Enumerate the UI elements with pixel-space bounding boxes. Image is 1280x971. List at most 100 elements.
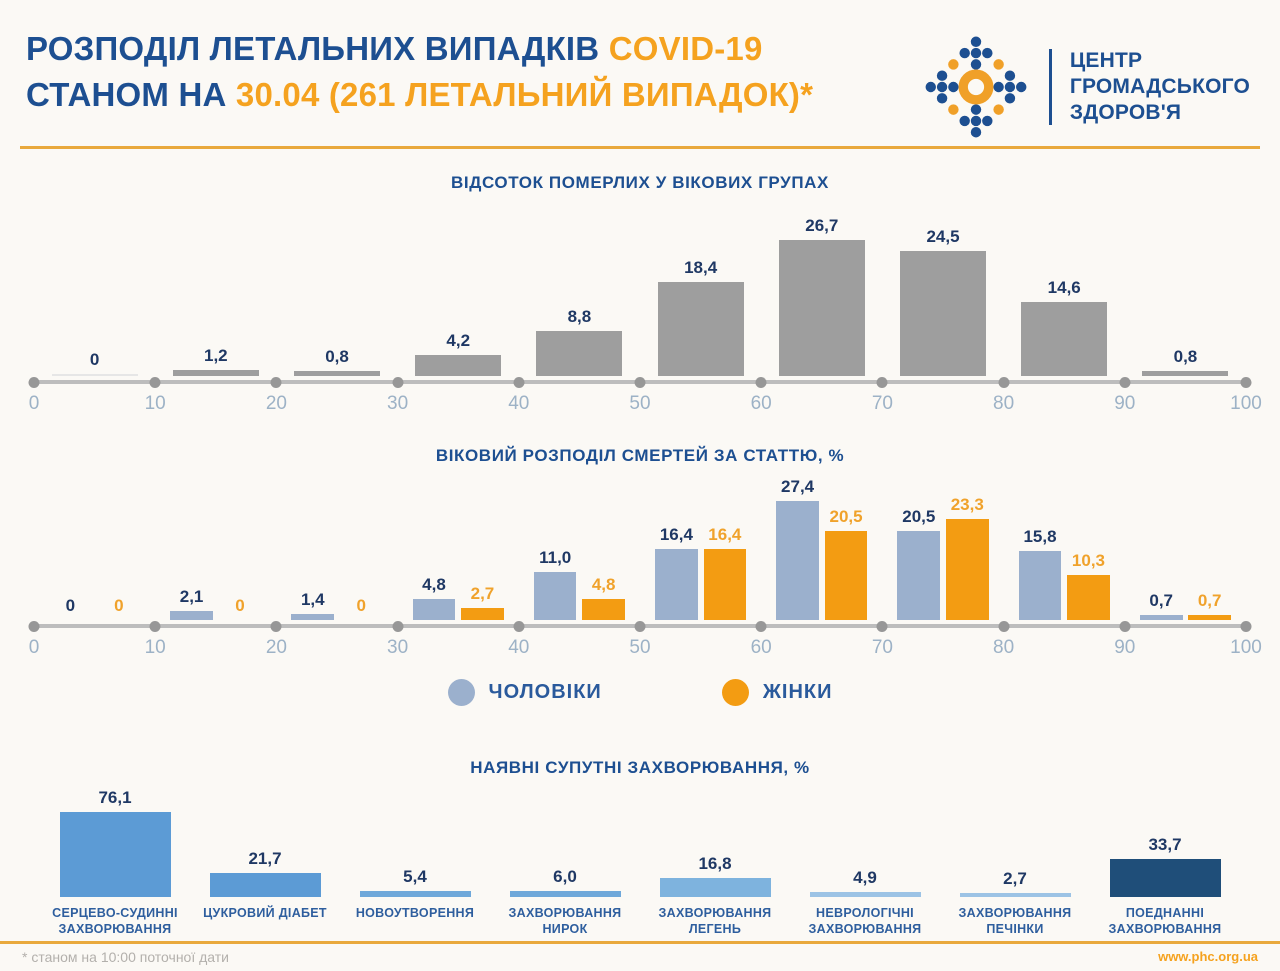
footer-url[interactable]: www.phc.org.ua [1158, 949, 1258, 965]
bar-value-label: 1,2 [203, 345, 228, 365]
bar-value-label: 8,8 [567, 307, 592, 327]
axis-tick-label: 40 [508, 637, 530, 658]
axis-tick-dot [1119, 377, 1131, 388]
bar-value-label: 33,7 [1148, 835, 1182, 855]
sex-bar-group: 16,4 16,4 [640, 474, 761, 620]
phc-logo-dots-icon [925, 36, 1027, 138]
axis-tick-dot [149, 621, 161, 632]
axis-tick-label: 50 [629, 393, 651, 414]
age-bar-group: 8,8 [519, 201, 640, 376]
age-bar-group: 14,6 [1004, 201, 1125, 376]
female-legend-dot-icon [721, 678, 749, 706]
axis-tick-label: 20 [265, 637, 287, 658]
bar-value-label: 0 [65, 596, 76, 615]
axis-tick-label: 0 [28, 637, 40, 658]
sex-bar [1188, 615, 1231, 620]
bar-value-label: 5,4 [403, 867, 427, 887]
bar-value-label: 18,4 [684, 258, 718, 278]
age-bar-group: 0,8 [1125, 201, 1246, 376]
age-bar [172, 369, 259, 376]
bar-value-label: 23,3 [950, 494, 984, 514]
legend-item-females: ЖІНКИ [721, 676, 833, 708]
comorbidity-label: ЗАХВОРЮВАННЯ ПЕЧІНКИ [958, 906, 1072, 937]
chart-age-groups-bars: 0 1,2 0,8 4,2 8,8 18,4 26,7 24,5 14,6 0,8 [34, 201, 1246, 376]
axis-tick-dot [270, 621, 282, 632]
sex-bar [776, 500, 819, 620]
bar-value-label: 1,4 [300, 589, 325, 609]
chart-comorbidities-bars: 76,1 СЕРЦЕВО-СУДИННІ ЗАХВОРЮВАННЯ 21,7 ЦУКР… [40, 788, 1240, 941]
sex-bar [582, 599, 625, 620]
axis-tick-label: 80 [993, 637, 1015, 658]
sex-bar [1018, 551, 1062, 620]
bar-value-label: 0 [356, 596, 366, 615]
chart-age-groups-tick-labels: 0 10 20 30 40 50 60 70 80 90 100 [29, 390, 1262, 420]
age-bar-group: 26,7 [761, 201, 882, 376]
phc-logo-text: ЦЕНТР ГРОМАДСЬКОГО ЗДОРОВ'Я [1069, 48, 1250, 125]
axis-tick-dot [634, 621, 646, 632]
male-bar-slot: 15,8 [1016, 527, 1064, 620]
sex-bar [703, 548, 747, 620]
female-bar-slot: 0 [337, 596, 385, 620]
chart-age-groups-axis [28, 376, 1252, 388]
bar-value-label: 6,0 [553, 866, 577, 886]
comorbidity-label: ЗАХВОРЮВАННЯ НИРОК [508, 906, 622, 937]
legend-item-males: ЧОЛОВІКИ [447, 676, 602, 708]
bar-value-label: 10,3 [1071, 551, 1105, 571]
bar-value-label: 24,5 [926, 227, 960, 247]
comorbidity-label: ЗАХВОРЮВАННЯ ЛЕГЕНЬ [658, 906, 772, 937]
bar-value-label: 4,8 [591, 575, 616, 595]
bar-value-label: 16,4 [659, 524, 693, 544]
male-bar-slot: 4,8 [410, 575, 458, 620]
female-bar-slot: 0 [216, 596, 264, 620]
axis-tick-dot [28, 377, 40, 388]
male-bar-slot: 0 [46, 596, 94, 620]
male-legend-label: ЧОЛОВІКИ [488, 680, 602, 703]
bar-value-label: 16,8 [698, 854, 732, 874]
female-bar-slot: 0,7 [1185, 591, 1233, 620]
female-bar-slot: 4,8 [579, 575, 627, 620]
bar-value-label: 2,1 [179, 586, 204, 606]
sex-bar-group: 15,8 10,3 [1004, 474, 1125, 620]
male-bar-slot: 0,7 [1137, 591, 1185, 620]
page-title-line1: РОЗПОДІЛ ЛЕТАЛЬНИХ ВИПАДКІВ COVID-19 [26, 26, 813, 72]
axis-tick-dot [28, 621, 40, 632]
age-bar [657, 282, 744, 376]
age-bar-group: 1,2 [155, 201, 276, 376]
age-bar-group: 4,2 [398, 201, 519, 376]
axis-tick-dot [392, 377, 404, 388]
bar-value-label: 4,9 [853, 867, 877, 887]
bar-value-label: 4,8 [422, 575, 446, 595]
bar-value-label: 2,7 [470, 584, 495, 604]
bar-value-label: 26,7 [805, 215, 839, 235]
female-bar-slot: 16,4 [701, 525, 749, 620]
axis-tick-dot [876, 377, 888, 388]
comorbidity-column: 16,8 ЗАХВОРЮВАННЯ ЛЕГЕНЬ [640, 854, 790, 941]
sex-bar [461, 608, 504, 620]
female-bar-slot: 23,3 [943, 495, 991, 620]
bar-value-label: 0,8 [1173, 347, 1198, 366]
bar-value-label: 0 [89, 350, 100, 369]
footer-row: * станом на 10:00 поточної дати www.phc.… [0, 944, 1280, 971]
comorbidity-column: 5,4 НОВОУТВОРЕННЯ [340, 867, 490, 941]
phc-logo: ЦЕНТР ГРОМАДСЬКОГО ЗДОРОВ'Я [917, 28, 1250, 146]
axis-tick-dot [513, 377, 525, 388]
age-bar-group: 18,4 [640, 201, 761, 376]
axis-tick-dot [634, 377, 646, 388]
sex-bar-group: 27,4 20,5 [761, 474, 882, 620]
page-title: РОЗПОДІЛ ЛЕТАЛЬНИХ ВИПАДКІВ COVID-19 СТА… [26, 26, 813, 117]
age-bar [1021, 301, 1108, 376]
comorbidity-column: 2,7 ЗАХВОРЮВАННЯ ПЕЧІНКИ [940, 869, 1090, 941]
page-title-line2: СТАНОМ НА 30.04 (261 ЛЕТАЛЬНИЙ ВИПАДОК)* [26, 72, 813, 118]
comorbidity-column: 33,7 ПОЕДНАННІ ЗАХВОРЮВАННЯ [1090, 835, 1240, 941]
axis-tick-dot [149, 377, 161, 388]
axis-tick-label: 60 [750, 637, 772, 658]
axis-tick-label: 0 [28, 393, 40, 414]
age-bar [778, 239, 865, 376]
axis-tick-label: 50 [629, 637, 651, 658]
comorbidity-column: 6,0 ЗАХВОРЮВАННЯ НИРОК [490, 867, 640, 942]
chart-deaths-by-sex-axis [28, 620, 1252, 632]
bar-value-label: 27,4 [781, 476, 815, 496]
bar-value-label: 0,7 [1197, 591, 1222, 610]
male-bar-slot: 20,5 [895, 507, 943, 620]
